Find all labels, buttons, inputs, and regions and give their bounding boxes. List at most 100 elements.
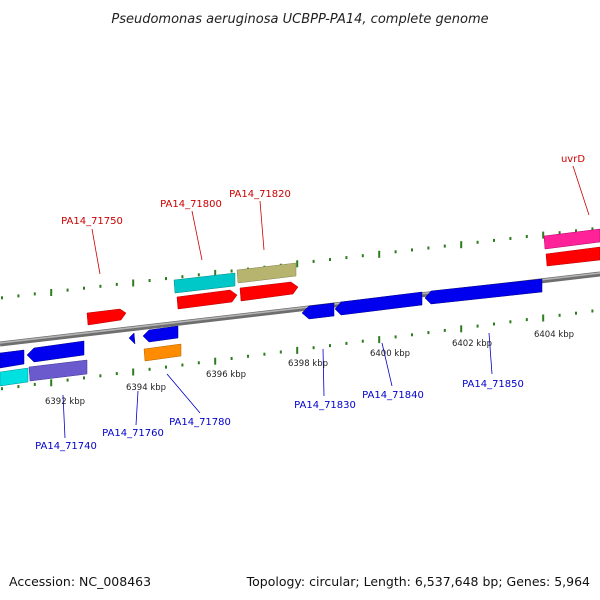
forward-tick xyxy=(558,231,561,235)
forward-tick xyxy=(361,254,364,258)
kbp-label-6398: 6398 kbp xyxy=(288,359,328,369)
forward-tick xyxy=(148,279,151,282)
reverse-tick xyxy=(476,324,479,328)
reverse-tick xyxy=(99,374,102,378)
forward-tick xyxy=(115,282,118,286)
forward-tick xyxy=(509,237,512,240)
gene-label-pa14-71840[interactable]: PA14_71840 xyxy=(362,390,424,401)
kbp-label-6404: 6404 kbp xyxy=(534,330,574,340)
forward-tick xyxy=(493,238,495,242)
reverse-tick xyxy=(247,354,249,358)
forward-tick xyxy=(33,292,36,296)
gene-label-pa14-71800[interactable]: PA14_71800 xyxy=(160,199,222,210)
reverse-genes xyxy=(0,278,543,387)
forward-tick xyxy=(132,279,135,287)
kbp-label-6394: 6394 kbp xyxy=(126,383,166,393)
reverse-tick xyxy=(575,311,577,315)
gene-pa14-71830[interactable] xyxy=(301,302,335,320)
forward-tick xyxy=(1,296,3,300)
gene-pa14-71800[interactable] xyxy=(173,272,236,294)
reverse-tick xyxy=(329,344,331,348)
forward-tick xyxy=(345,256,348,260)
reverse-tick xyxy=(591,309,594,313)
reverse-tick xyxy=(427,331,430,335)
gene-label-uvrd[interactable]: uvrD xyxy=(561,154,585,165)
reverse-tick xyxy=(460,325,463,333)
reverse-tick xyxy=(33,382,36,386)
kbp-label-6400: 6400 kbp xyxy=(370,349,410,359)
reverse-tick xyxy=(542,314,545,322)
gene-pa14-71820[interactable] xyxy=(236,262,297,284)
gene-pa14-71740-b[interactable] xyxy=(26,340,85,363)
forward-tick xyxy=(50,289,53,296)
accession-text: Accession: NC_008463 xyxy=(9,574,151,589)
reverse-gene-labels: PA14_71740 PA14_71760 PA14_71780 PA14_71… xyxy=(35,379,524,452)
kbp-label-6402: 6402 kbp xyxy=(452,339,492,349)
forward-tick xyxy=(66,288,69,292)
forward-tick xyxy=(230,269,233,273)
reverse-tick xyxy=(361,339,364,343)
forward-tick xyxy=(329,258,331,261)
forward-tick xyxy=(165,277,167,281)
gene-pa14-71740-a[interactable] xyxy=(0,349,25,369)
kbp-labels: 6392 kbp 6394 kbp 6396 kbp 6398 kbp 6400… xyxy=(45,330,574,407)
reverse-tick xyxy=(50,379,53,387)
forward-tick xyxy=(411,248,413,252)
gene-pa14-71820-b[interactable] xyxy=(239,281,299,302)
reverse-tick xyxy=(1,387,3,391)
gene-pa14-71850[interactable] xyxy=(424,278,543,305)
gene-label-pa14-71820[interactable]: PA14_71820 xyxy=(229,189,291,200)
reverse-tick xyxy=(558,313,561,317)
reverse-tick xyxy=(279,350,282,354)
gene-uvrd-b[interactable] xyxy=(545,246,600,267)
gene-pa14-71740-c[interactable] xyxy=(0,367,29,387)
reverse-tick xyxy=(312,346,315,350)
reverse-tick xyxy=(263,352,266,356)
forward-tick xyxy=(312,259,315,263)
map-title: Pseudomonas aeruginosa UCBPP-PA14, compl… xyxy=(111,12,488,27)
gene-pa14-71750[interactable] xyxy=(86,308,127,326)
reverse-tick xyxy=(214,357,217,365)
forward-tick xyxy=(591,227,594,231)
forward-tick xyxy=(99,284,102,288)
reverse-tick xyxy=(132,368,135,376)
label-leaders xyxy=(62,165,590,439)
forward-genes xyxy=(86,228,600,326)
reverse-tick xyxy=(230,357,233,360)
forward-tick xyxy=(394,250,397,254)
forward-tick xyxy=(460,241,463,249)
forward-gene-labels: PA14_71750 PA14_71800 PA14_71820 uvrD xyxy=(61,154,585,227)
kbp-label-6392: 6392 kbp xyxy=(45,397,85,407)
gene-label-pa14-71780[interactable]: PA14_71780 xyxy=(169,417,231,428)
gene-pa14-71780[interactable] xyxy=(142,325,179,343)
forward-tick xyxy=(476,240,479,244)
forward-tick xyxy=(525,235,528,238)
forward-tick xyxy=(542,231,545,239)
gene-pa14-71760[interactable] xyxy=(128,332,136,345)
gene-pa14-71800-b[interactable] xyxy=(176,289,238,310)
gene-label-pa14-71850[interactable]: PA14_71850 xyxy=(462,379,524,390)
reverse-tick xyxy=(411,333,413,337)
gene-label-pa14-71740[interactable]: PA14_71740 xyxy=(35,441,97,452)
gene-pa14-71780-b[interactable] xyxy=(143,343,182,362)
reverse-tick xyxy=(17,385,20,389)
gene-label-pa14-71760[interactable]: PA14_71760 xyxy=(102,428,164,439)
reverse-tick xyxy=(443,328,446,332)
forward-tick xyxy=(296,260,299,268)
reverse-tick xyxy=(197,361,200,365)
gene-label-pa14-71830[interactable]: PA14_71830 xyxy=(294,400,356,411)
reverse-tick xyxy=(378,336,381,344)
gene-pa14-71840[interactable] xyxy=(334,291,423,316)
forward-tick xyxy=(197,273,200,277)
reverse-tick xyxy=(165,365,167,369)
forward-tick xyxy=(378,250,381,258)
gene-pa14-71740-d[interactable] xyxy=(28,359,88,382)
forward-tick xyxy=(575,229,577,233)
gene-uvrd[interactable] xyxy=(543,228,600,250)
forward-tick xyxy=(181,275,184,279)
genome-summary-text: Topology: circular; Length: 6,537,648 bp… xyxy=(246,574,590,589)
reverse-tick xyxy=(345,341,348,345)
gene-label-pa14-71750[interactable]: PA14_71750 xyxy=(61,216,123,227)
forward-tick xyxy=(214,269,217,277)
